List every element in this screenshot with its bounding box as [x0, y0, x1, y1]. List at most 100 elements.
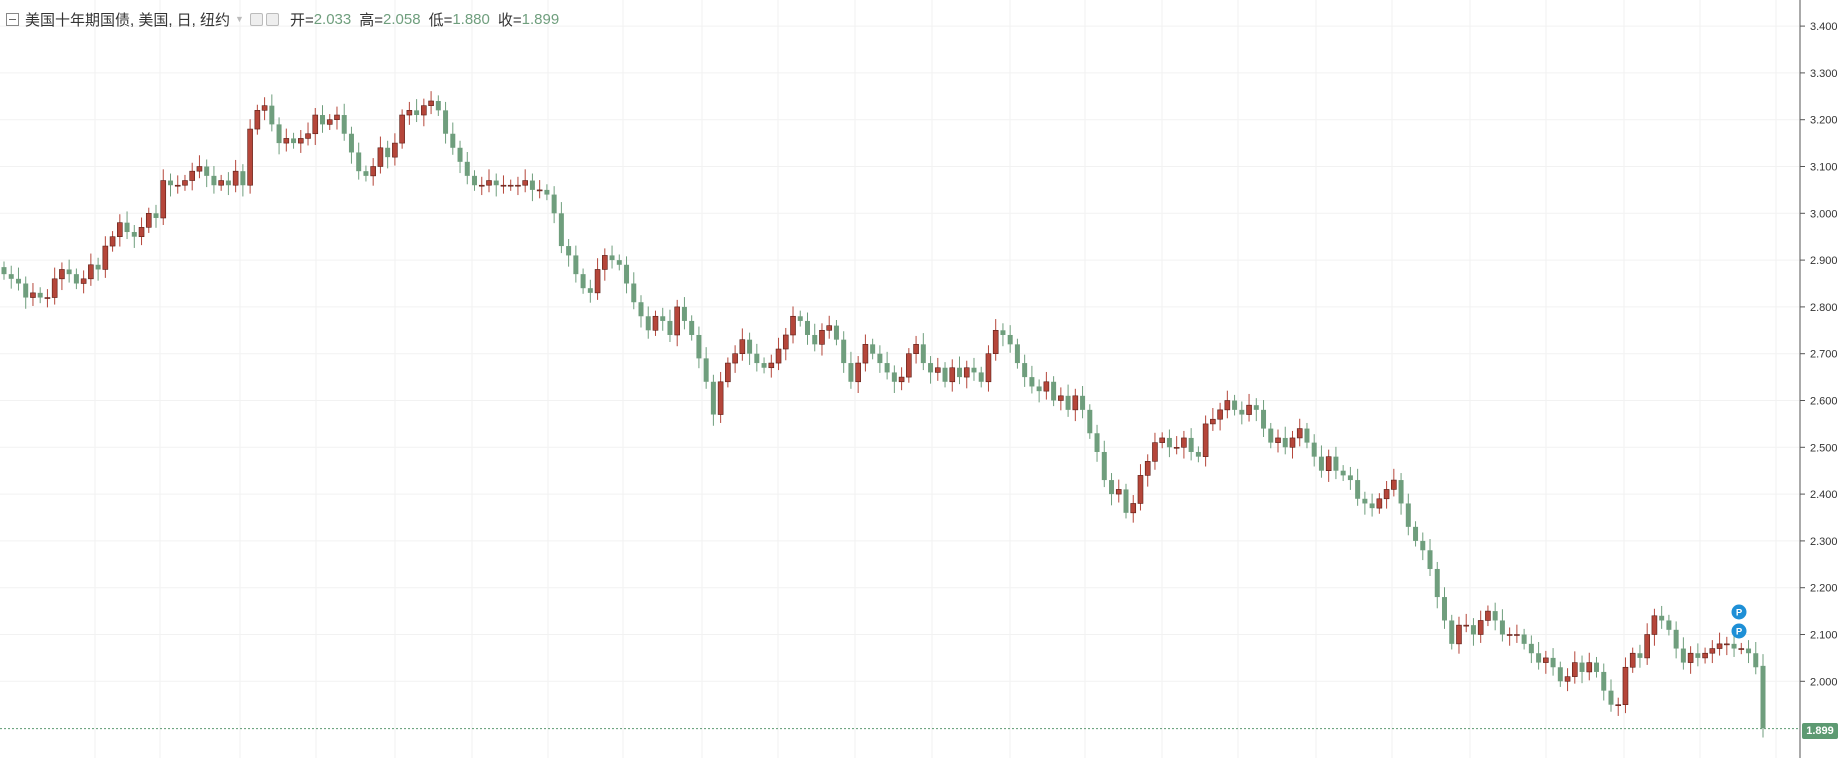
candle-body — [1492, 611, 1498, 621]
chevron-down-icon[interactable]: ▼ — [235, 14, 244, 24]
candle-body — [1, 267, 7, 275]
candle-body — [696, 334, 702, 359]
candle-body — [1514, 634, 1520, 636]
candle-body — [493, 180, 499, 186]
candle-body — [732, 353, 738, 364]
candle-body — [261, 105, 268, 111]
candle-body — [1123, 489, 1129, 513]
candle-body — [131, 232, 137, 237]
marker-p-icon: P — [1731, 604, 1747, 620]
candle-body — [109, 236, 116, 247]
candle-body — [1043, 381, 1050, 392]
visibility-icon[interactable] — [249, 12, 263, 26]
candle-body — [30, 292, 36, 298]
axis-tick-label: 2.200 — [1810, 583, 1838, 595]
candle-body — [1680, 648, 1686, 663]
candle-body — [544, 189, 550, 195]
candle-body — [768, 362, 775, 369]
candle-body — [1521, 634, 1527, 644]
candle-body — [942, 367, 948, 382]
candle-body — [8, 274, 14, 279]
candle-body — [464, 161, 470, 176]
candle-body — [1101, 451, 1107, 481]
candle-body — [761, 363, 767, 368]
candle-body — [1318, 456, 1324, 471]
candle-body — [37, 292, 43, 298]
candle-body — [573, 255, 579, 275]
candle-body — [297, 138, 304, 144]
chart-legend: 美国十年期国债, 美国, 日, 纽约 ▼ 开= 2.033 高= 2.058 低= 1… — [6, 8, 559, 30]
candle-body — [522, 180, 528, 186]
settings-icon[interactable] — [265, 12, 279, 26]
candle-body — [1724, 643, 1730, 646]
candle-body — [1557, 667, 1563, 682]
candle-body — [674, 306, 680, 336]
candle-body — [1376, 498, 1383, 509]
candle-body — [1036, 386, 1042, 392]
candle-body — [877, 353, 883, 364]
candle-body — [421, 105, 427, 116]
candle-body — [1246, 404, 1252, 415]
candle-body — [1659, 615, 1665, 621]
candle-body — [1166, 437, 1172, 448]
candle-body — [928, 363, 934, 373]
axis-tick-label: 2.900 — [1810, 255, 1838, 267]
symbol-title[interactable]: 美国十年期国债, 美国, 日, 纽约 — [25, 11, 231, 29]
candle-body — [616, 260, 622, 265]
candle-body — [775, 348, 782, 364]
candle-body — [59, 269, 65, 280]
candle-body — [855, 362, 861, 383]
candle-body — [963, 367, 970, 378]
candle-body — [428, 100, 434, 106]
candle-body — [624, 264, 630, 284]
axis-tick-label: 2.500 — [1810, 442, 1838, 454]
candle-body — [978, 372, 984, 382]
candle-body — [1441, 597, 1447, 621]
price-axis[interactable]: 3.400 3.300 3.200 3.100 3.000 2.900 2.800 2.700… — [1799, 0, 1838, 758]
candle-body — [631, 283, 637, 303]
candle-body — [1637, 653, 1643, 658]
candle-body — [1427, 550, 1433, 569]
candle-body — [167, 180, 173, 186]
candle-body — [725, 362, 731, 383]
candle-body — [703, 358, 709, 382]
candle-body — [1007, 334, 1013, 345]
collapse-icon[interactable] — [6, 12, 19, 26]
candle-body — [862, 344, 869, 364]
candle-body — [1232, 400, 1238, 410]
candle-body — [536, 189, 543, 192]
candle-body — [1485, 610, 1491, 621]
candle-body — [848, 363, 854, 382]
candle-body — [392, 142, 398, 158]
candle-body — [1629, 652, 1636, 668]
event-markers[interactable]: PP — [1731, 604, 1747, 639]
candle-body — [399, 114, 405, 144]
high-label: 高= — [359, 11, 384, 29]
candle-body — [1499, 620, 1505, 635]
candle-body — [1217, 409, 1223, 420]
candle-body — [1369, 503, 1375, 509]
candle-body — [602, 255, 608, 270]
candle-body — [884, 363, 890, 373]
candle-body — [1622, 666, 1629, 706]
candle-body — [1152, 442, 1158, 462]
candle-body — [1188, 437, 1194, 452]
candle-body — [1202, 423, 1209, 457]
candle-body — [1340, 470, 1346, 476]
candle-body — [681, 306, 687, 321]
candle-body — [312, 114, 319, 135]
candle-body — [320, 115, 326, 125]
candle-body — [949, 367, 956, 383]
candle-body — [51, 278, 58, 298]
candle-body — [819, 329, 825, 345]
candle-body — [667, 320, 673, 335]
candle-body — [138, 227, 145, 237]
candle-body — [1087, 409, 1093, 434]
candle-body — [1210, 418, 1216, 425]
candle-body — [211, 175, 217, 186]
axis-tick-label: 2.800 — [1810, 302, 1838, 314]
candle-body — [1666, 620, 1672, 630]
candle-body — [1253, 405, 1259, 410]
candlestick-series — [1, 91, 1766, 738]
